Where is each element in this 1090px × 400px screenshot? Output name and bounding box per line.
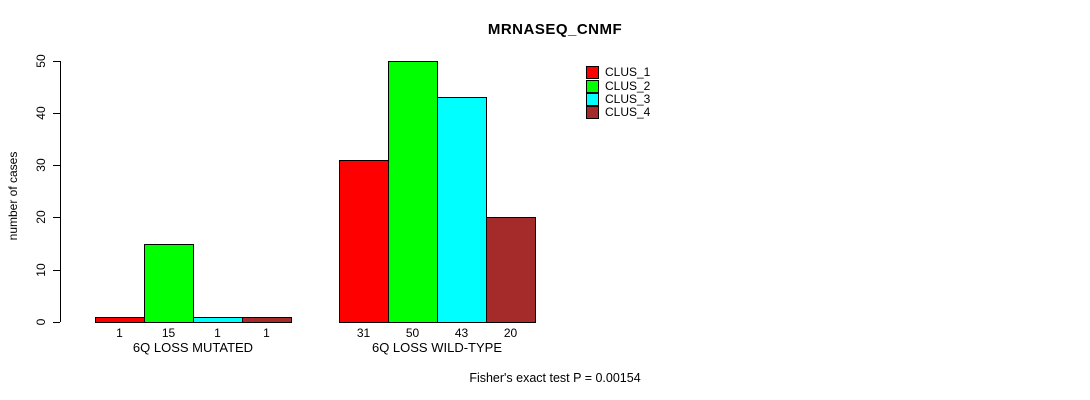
x-category-label: 6Q LOSS MUTATED — [132, 340, 254, 355]
y-axis-line — [60, 60, 61, 322]
legend-swatch-icon — [586, 106, 599, 120]
stat-annotation: Fisher's exact test P = 0.00154 — [469, 371, 641, 385]
legend: CLUS_1 CLUS_2 CLUS_3 CLUS_4 — [586, 66, 650, 120]
bar-clus-1-group1 — [95, 316, 145, 323]
y-tick — [53, 112, 60, 114]
legend-swatch-icon — [586, 79, 599, 93]
y-tick-label: 0 — [34, 318, 48, 326]
legend-item: CLUS_3 — [586, 91, 651, 106]
x-category-label: 6Q LOSS WILD-TYPE — [371, 340, 503, 355]
chart-title: MRNASEQ_CNMF — [487, 21, 623, 38]
bar-value-label: 1 — [116, 326, 123, 340]
bar-value-label: 1 — [263, 326, 270, 340]
legend-label: CLUS_2 — [605, 78, 651, 93]
legend-swatch-icon — [586, 66, 599, 80]
bar-value-label: 1 — [214, 326, 221, 340]
legend-label: CLUS_3 — [605, 91, 651, 106]
y-tick — [53, 217, 60, 219]
y-tick-label: 50 — [34, 53, 48, 68]
y-tick — [53, 60, 60, 62]
bar-clus-3-group2 — [437, 97, 487, 323]
legend-label: CLUS_1 — [605, 65, 651, 80]
bar-value-label: 31 — [356, 326, 371, 340]
y-tick-label: 20 — [34, 210, 48, 225]
y-tick — [53, 322, 60, 323]
legend-item: CLUS_1 — [586, 65, 651, 80]
bar-value-label: 15 — [161, 326, 176, 340]
y-axis-label: number of cases — [6, 151, 20, 241]
y-tick — [53, 165, 60, 167]
bar-clus-4-group2 — [486, 217, 536, 323]
bar-clus-1-group2 — [339, 159, 389, 323]
legend-item: CLUS_4 — [586, 105, 651, 120]
bar-value-label: 50 — [405, 326, 420, 340]
y-tick — [53, 269, 60, 271]
legend-item: CLUS_2 — [586, 78, 651, 93]
legend-label: CLUS_4 — [605, 105, 651, 120]
bar-clus-4-group1 — [242, 316, 292, 323]
bar-clus-3-group1 — [193, 316, 243, 323]
bar-value-label: 20 — [503, 326, 518, 340]
bar-clus-2-group1 — [144, 243, 194, 324]
y-tick-label: 10 — [34, 263, 48, 277]
legend-swatch-icon — [586, 92, 599, 106]
y-tick-label: 30 — [34, 158, 48, 172]
bar-value-label: 43 — [454, 326, 469, 340]
y-tick-label: 40 — [34, 106, 48, 120]
bar-clus-2-group2 — [388, 60, 438, 323]
